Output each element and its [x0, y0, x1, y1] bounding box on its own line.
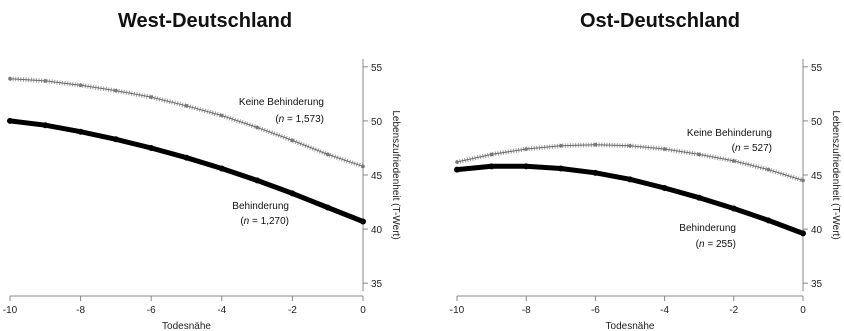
x-tick-label: 0 [360, 305, 366, 316]
x-axis-label: Todesnähe [606, 321, 655, 331]
data-point [559, 143, 563, 148]
y-axis-label: Lebenszufriedenheit (T-Wert) [830, 110, 841, 239]
x-tick-label: -8 [76, 305, 85, 316]
data-point [557, 165, 564, 172]
data-point [7, 117, 13, 124]
y-tick-label: 50 [811, 117, 823, 128]
y-tick-label: 55 [811, 63, 823, 74]
data-point [290, 138, 295, 143]
y-tick-label: 35 [371, 279, 383, 290]
data-point [523, 163, 530, 170]
data-point [43, 79, 48, 83]
data-point [488, 163, 495, 170]
y-tick-label: 40 [811, 225, 823, 236]
data-point [114, 88, 118, 93]
series-n-label: (n = 1,573) [275, 114, 324, 125]
data-point [77, 128, 84, 135]
y-tick-label: 55 [371, 63, 383, 74]
data-point [730, 205, 737, 212]
data-point [325, 152, 330, 157]
chart-title: Ost-Deutschland [580, 10, 741, 32]
data-point [628, 143, 632, 148]
west-chart: -10 -8 -6 -4 -2 0 Todesnähe 35 40 45 50 55 Lebenszuf… [3, 58, 401, 331]
data-point [454, 166, 460, 173]
series-label: Behinderung [679, 223, 736, 234]
x-tick-label: -10 [3, 305, 18, 316]
x-tick-label: -4 [660, 305, 669, 316]
east-panel: Ost-Deutschland -10 -8 -6 -4 -2 0 Todesnähe 35 4… [422, 0, 844, 331]
series-n-label: (n = 527) [732, 143, 772, 154]
data-point [361, 164, 365, 169]
data-point [184, 103, 189, 108]
data-point [696, 194, 703, 201]
y-tick-label: 45 [371, 171, 383, 182]
y-tick-label: 35 [811, 279, 823, 290]
data-point [455, 160, 459, 164]
data-point [697, 152, 701, 157]
data-point [627, 176, 633, 183]
east-chart: -10 -8 -6 -4 -2 0 Todesnähe 35 40 45 50 55 Lebenszuf… [450, 58, 841, 331]
data-point [489, 152, 494, 157]
data-point [112, 136, 119, 143]
chart-title: West-Deutschland [118, 10, 293, 32]
data-point [662, 147, 667, 151]
x-tick-label: -4 [217, 305, 226, 316]
data-point [289, 190, 296, 197]
data-point [524, 147, 528, 151]
series-label: Keine Behinderung [687, 128, 772, 139]
x-axis-label: Todesnähe [162, 321, 211, 331]
data-point [148, 144, 155, 151]
x-tick-label: -8 [522, 305, 531, 316]
data-point [255, 125, 259, 130]
data-point [220, 113, 224, 118]
data-point [42, 122, 49, 129]
data-point [254, 177, 261, 184]
y-tick-label: 50 [371, 117, 383, 128]
x-tick-label: -2 [288, 305, 297, 316]
data-point [800, 230, 806, 237]
data-point [8, 76, 12, 81]
data-point [801, 178, 805, 183]
data-point [593, 142, 598, 147]
data-point [592, 169, 599, 176]
y-tick-label: 40 [371, 225, 383, 236]
x-tick-label: -6 [147, 305, 156, 316]
series-n-label: (n = 1,270) [240, 216, 289, 227]
data-point [765, 217, 772, 224]
data-point [183, 154, 190, 161]
series-n-label: (n = 255) [696, 239, 736, 250]
y-axis-label: Lebenszufriedenheit (T-Wert) [390, 110, 401, 239]
data-point [732, 159, 736, 163]
x-tick-label: 0 [800, 305, 806, 316]
x-tick-label: -2 [729, 305, 738, 316]
data-point [149, 95, 153, 99]
series-label: Keine Behinderung [239, 97, 324, 108]
data-point [324, 204, 331, 211]
x-tick-label: -6 [591, 305, 600, 316]
y-tick-label: 45 [811, 171, 823, 182]
data-point [218, 165, 225, 172]
west-panel: West-Deutschland -10 -8 -6 -4 -2 0 Todesnähe 35… [3, 10, 401, 331]
data-point [360, 218, 366, 225]
data-point [766, 167, 771, 172]
series-line [7, 118, 366, 224]
data-point [661, 184, 668, 191]
series-label: Behinderung [232, 201, 289, 212]
x-tick-label: -10 [450, 305, 465, 316]
data-point [78, 83, 83, 88]
